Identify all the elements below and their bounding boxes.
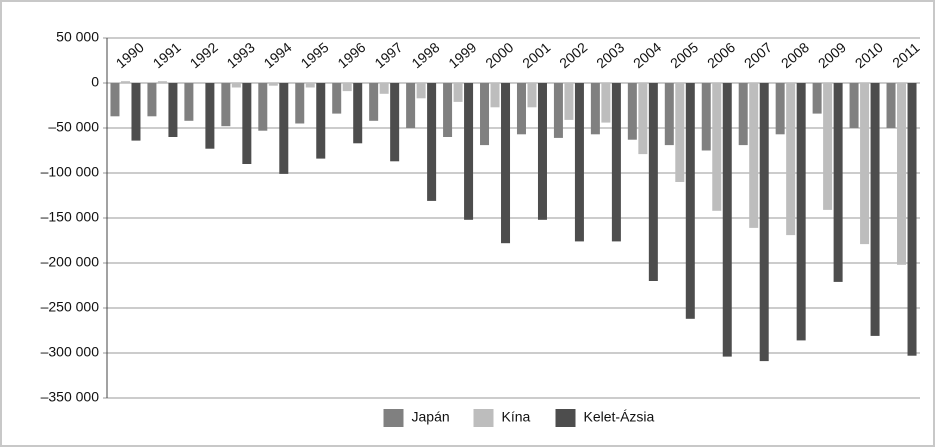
bar (316, 83, 326, 159)
bar (242, 83, 252, 164)
bar (168, 83, 178, 137)
bar (553, 83, 563, 138)
bar (786, 83, 796, 236)
bar (268, 83, 278, 86)
bar (147, 83, 157, 117)
bar (516, 83, 526, 135)
bar (157, 81, 167, 83)
bar (295, 83, 305, 124)
bar (564, 83, 574, 120)
bar (305, 83, 315, 88)
bar (886, 83, 896, 128)
bar (849, 83, 859, 128)
bar (131, 83, 141, 141)
bar (759, 83, 769, 362)
y-tick-label: –200 000 (41, 254, 100, 270)
bar (675, 83, 685, 182)
bar (775, 83, 785, 135)
y-tick-label: –350 000 (41, 389, 100, 405)
bar (749, 83, 759, 228)
bar (406, 83, 416, 128)
bar (480, 83, 490, 146)
bar (833, 83, 843, 282)
bar (527, 83, 537, 108)
bar (796, 83, 806, 341)
bar (823, 83, 833, 210)
bar (205, 83, 215, 149)
bar (353, 83, 363, 144)
bar (342, 83, 352, 92)
bar (627, 83, 637, 140)
bar (601, 83, 611, 123)
bar (712, 83, 722, 211)
bar (110, 83, 120, 117)
bar (685, 83, 695, 319)
bar (537, 83, 547, 220)
bar (664, 83, 674, 146)
y-tick-label: –250 000 (41, 299, 100, 315)
bar (501, 83, 511, 244)
bar (897, 83, 907, 265)
bar (490, 83, 500, 108)
y-tick-label: 50 000 (56, 29, 99, 45)
bar (443, 83, 453, 137)
bar (870, 83, 880, 336)
bar (464, 83, 474, 220)
bar (907, 83, 917, 356)
bar (574, 83, 584, 242)
y-tick-label: –100 000 (41, 164, 100, 180)
legend-swatch (383, 409, 404, 427)
bar (701, 83, 711, 151)
y-tick-label: –50 000 (48, 119, 99, 135)
bar (390, 83, 400, 162)
bar (648, 83, 658, 281)
y-tick-label: –150 000 (41, 209, 100, 225)
y-tick-label: 0 (91, 74, 99, 90)
bar (427, 83, 437, 201)
legend-swatch (473, 409, 494, 427)
bar (231, 83, 241, 88)
bar (369, 83, 379, 121)
bar (221, 83, 231, 127)
bar (453, 83, 463, 102)
bar (738, 83, 748, 146)
bar (379, 83, 389, 94)
bar (812, 83, 822, 114)
bar (120, 81, 130, 83)
legend-swatch (555, 409, 576, 427)
bar (416, 83, 426, 99)
bar (590, 83, 600, 135)
bar (258, 83, 268, 131)
legend-label: Kína (502, 409, 531, 425)
y-tick-label: –300 000 (41, 344, 100, 360)
bar (332, 83, 342, 114)
bar (638, 83, 648, 155)
legend-label: Kelet-Ázsia (584, 409, 655, 425)
bar (860, 83, 870, 245)
bar (722, 83, 732, 357)
bar (184, 83, 194, 121)
bar (279, 83, 289, 174)
bar (611, 83, 621, 242)
legend-label: Japán (412, 409, 450, 425)
